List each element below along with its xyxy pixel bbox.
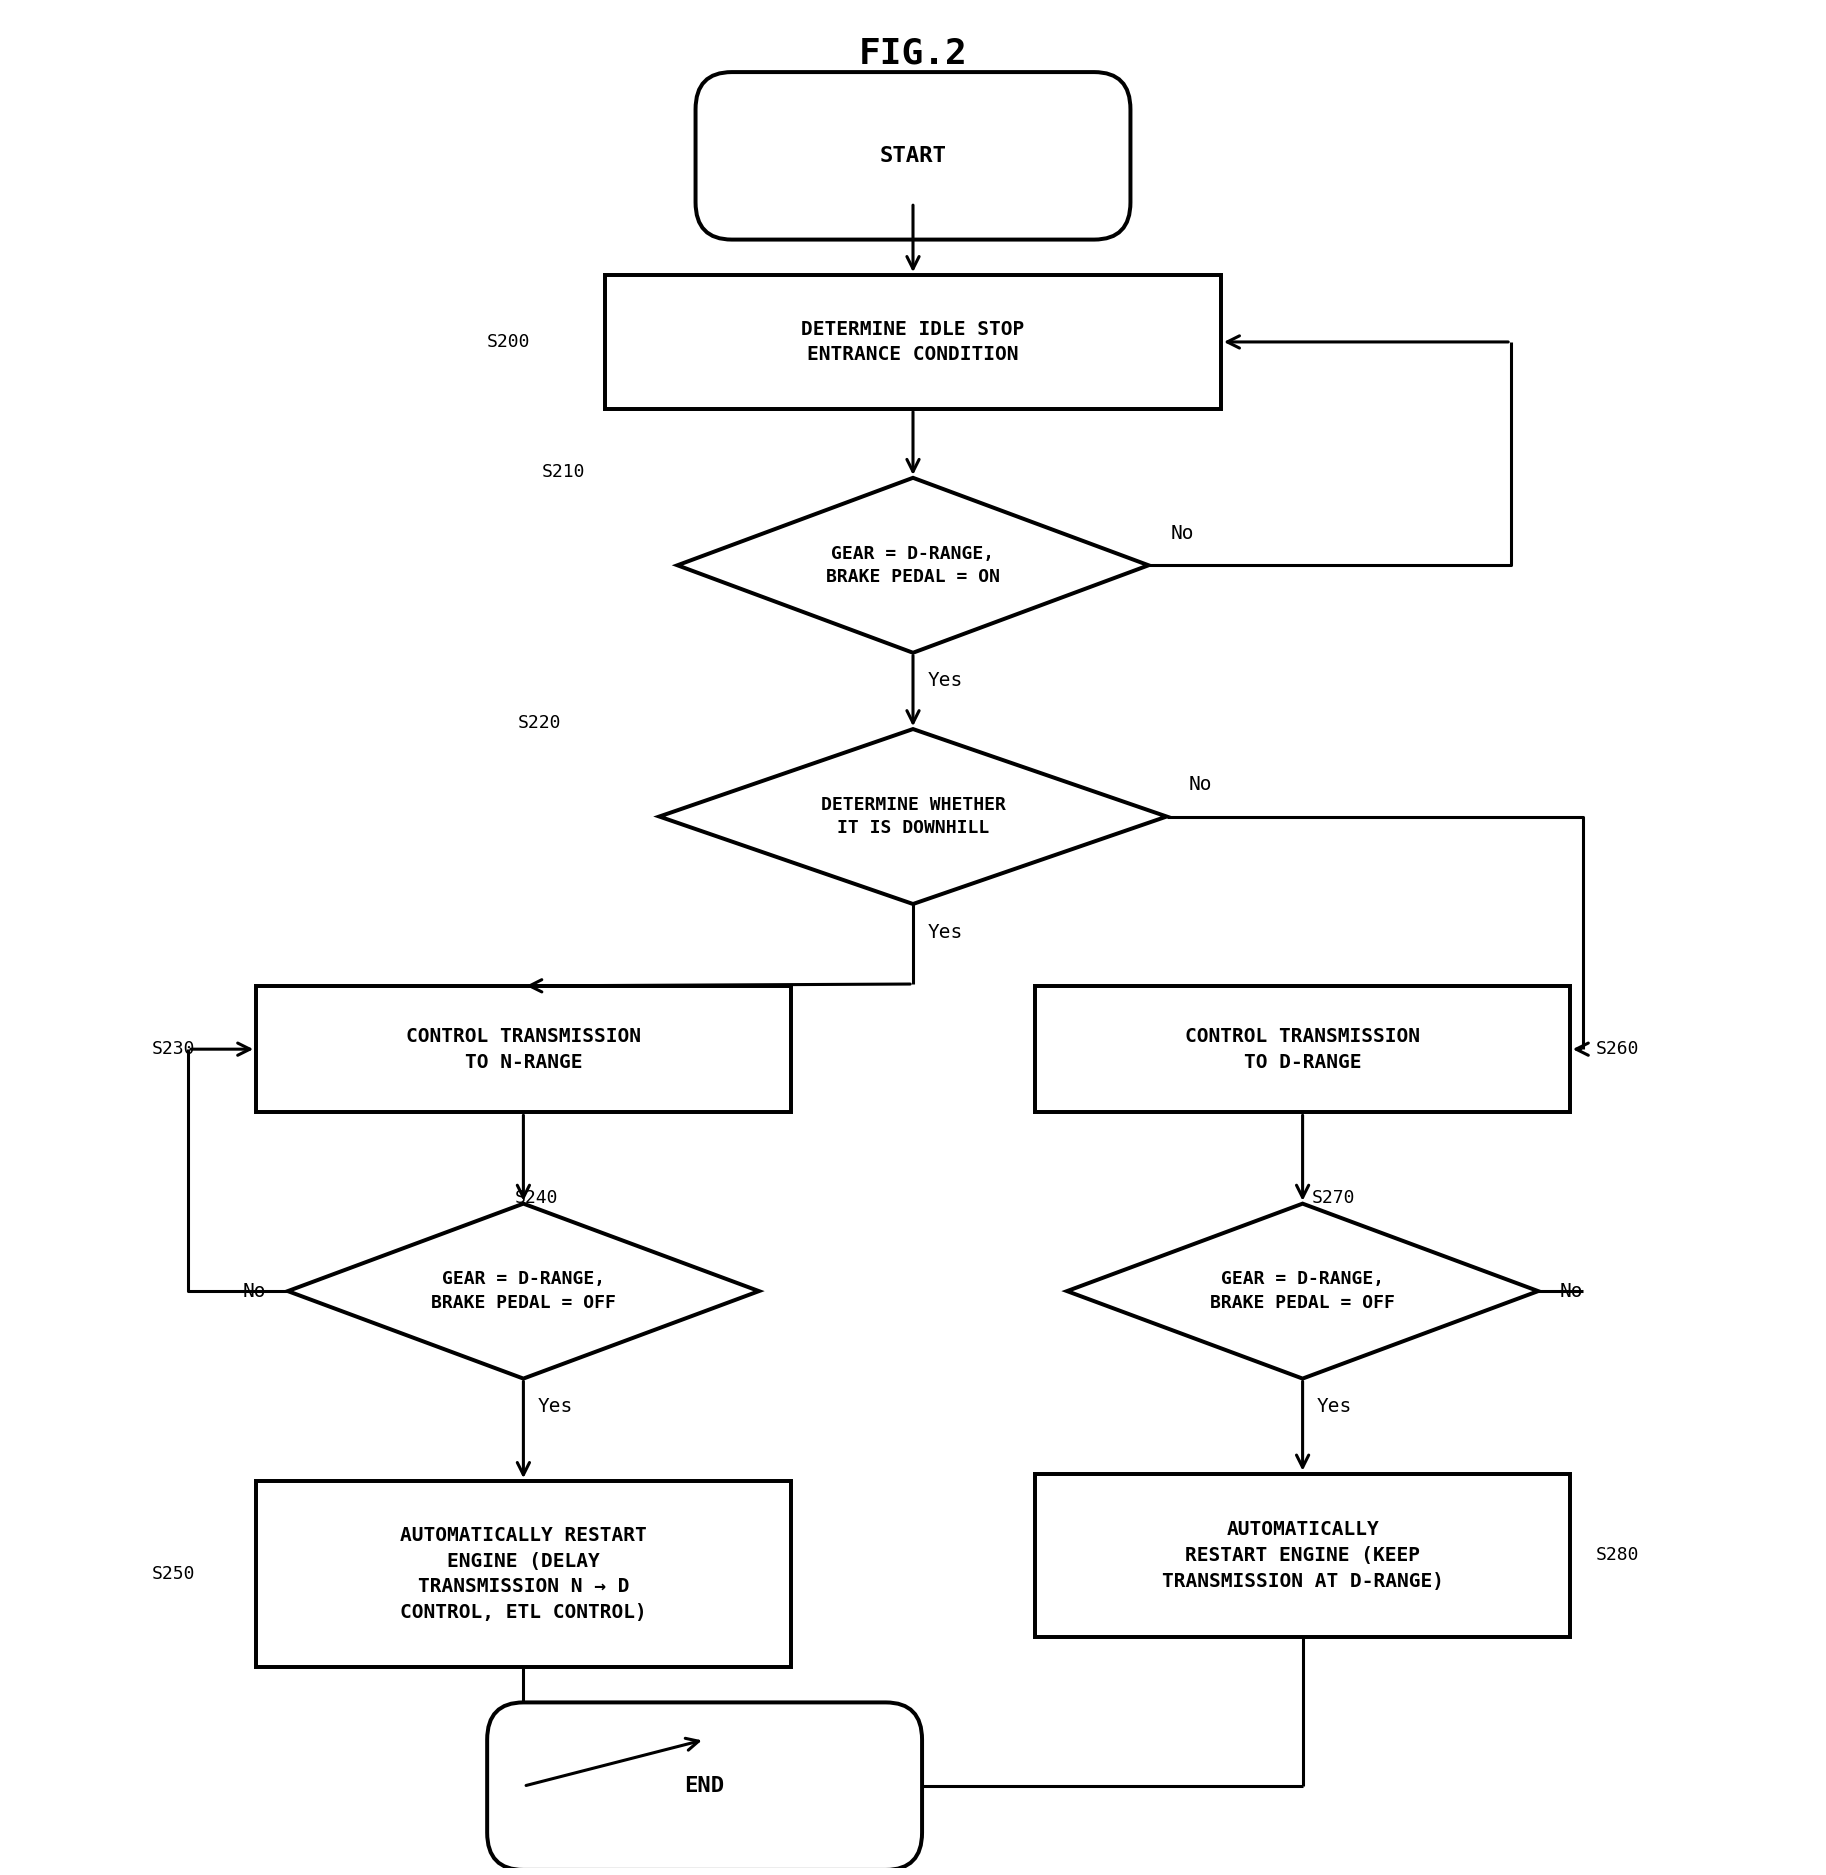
Bar	[256, 1481, 791, 1667]
Text: No: No	[1559, 1282, 1583, 1301]
Text: GEAR = D-RANGE,
BRAKE PEDAL = OFF: GEAR = D-RANGE, BRAKE PEDAL = OFF	[431, 1271, 615, 1312]
Text: GEAR = D-RANGE,
BRAKE PEDAL = ON: GEAR = D-RANGE, BRAKE PEDAL = ON	[825, 544, 1001, 587]
Text: No: No	[1189, 774, 1212, 795]
FancyBboxPatch shape	[488, 1702, 922, 1869]
Text: S250: S250	[152, 1566, 195, 1582]
Bar	[604, 276, 1222, 409]
Text: S270: S270	[1311, 1189, 1355, 1208]
FancyBboxPatch shape	[696, 71, 1130, 240]
Text: S220: S220	[519, 714, 561, 733]
Text: Yes: Yes	[1317, 1397, 1353, 1416]
Bar	[1035, 1474, 1570, 1637]
Polygon shape	[677, 478, 1149, 652]
Text: START: START	[880, 146, 946, 165]
Text: CONTROL TRANSMISSION
TO D-RANGE: CONTROL TRANSMISSION TO D-RANGE	[1185, 1028, 1421, 1071]
Text: S230: S230	[152, 1041, 195, 1057]
Text: FIG.2: FIG.2	[858, 36, 968, 71]
Text: S240: S240	[515, 1189, 557, 1208]
Polygon shape	[1066, 1204, 1537, 1378]
Text: DETERMINE WHETHER
IT IS DOWNHILL: DETERMINE WHETHER IT IS DOWNHILL	[820, 795, 1006, 838]
Text: DETERMINE IDLE STOP
ENTRANCE CONDITION: DETERMINE IDLE STOP ENTRANCE CONDITION	[802, 319, 1024, 364]
Text: S200: S200	[488, 334, 531, 351]
Text: END: END	[685, 1776, 725, 1796]
Bar	[256, 986, 791, 1112]
Text: Yes: Yes	[539, 1397, 573, 1416]
Text: S260: S260	[1596, 1041, 1640, 1057]
Text: No: No	[243, 1282, 267, 1301]
Text: AUTOMATICALLY
RESTART ENGINE (KEEP
TRANSMISSION AT D-RANGE): AUTOMATICALLY RESTART ENGINE (KEEP TRANS…	[1161, 1521, 1444, 1590]
Text: CONTROL TRANSMISSION
TO N-RANGE: CONTROL TRANSMISSION TO N-RANGE	[405, 1028, 641, 1071]
Text: Yes: Yes	[928, 671, 962, 690]
Text: No: No	[1170, 523, 1194, 544]
Text: Yes: Yes	[928, 922, 962, 941]
Polygon shape	[659, 729, 1167, 904]
Bar	[1035, 986, 1570, 1112]
Polygon shape	[289, 1204, 760, 1378]
Text: AUTOMATICALLY RESTART
ENGINE (DELAY
TRANSMISSION N → D
CONTROL, ETL CONTROL): AUTOMATICALLY RESTART ENGINE (DELAY TRAN…	[400, 1526, 646, 1622]
Text: S210: S210	[542, 463, 584, 482]
Text: S280: S280	[1596, 1547, 1640, 1564]
Text: GEAR = D-RANGE,
BRAKE PEDAL = OFF: GEAR = D-RANGE, BRAKE PEDAL = OFF	[1211, 1271, 1395, 1312]
